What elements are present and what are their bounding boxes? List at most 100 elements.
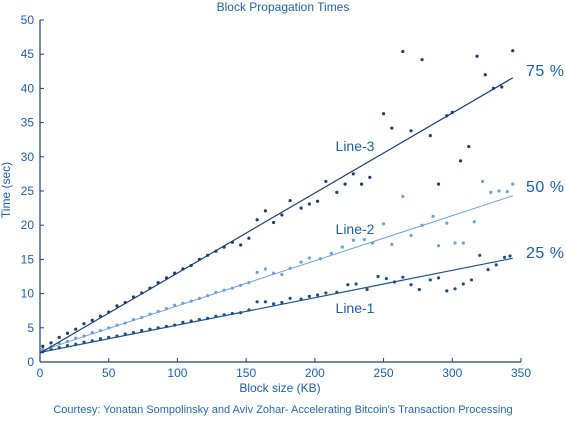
data-point bbox=[381, 222, 386, 226]
percentile-label-line-3: 75 % bbox=[526, 63, 564, 80]
data-point bbox=[74, 336, 78, 340]
y-tick-label: 40 bbox=[21, 81, 35, 95]
data-point bbox=[57, 346, 61, 350]
x-axis-title: Block size (KB) bbox=[239, 381, 320, 395]
data-point bbox=[115, 304, 119, 308]
data-point bbox=[263, 209, 267, 213]
data-point bbox=[299, 260, 303, 264]
data-point bbox=[131, 330, 136, 335]
data-point bbox=[222, 288, 226, 292]
series-layer bbox=[39, 49, 515, 354]
data-point bbox=[436, 182, 441, 186]
data-point bbox=[156, 281, 160, 285]
data-point bbox=[461, 241, 465, 245]
data-point bbox=[472, 220, 476, 224]
data-point bbox=[511, 49, 515, 53]
data-point bbox=[173, 271, 177, 275]
data-point bbox=[280, 213, 284, 217]
data-point bbox=[307, 202, 311, 206]
data-point bbox=[381, 112, 386, 116]
data-point bbox=[401, 275, 405, 279]
y-tick-label: 30 bbox=[21, 150, 35, 164]
data-point bbox=[230, 311, 234, 316]
data-point bbox=[436, 244, 441, 248]
x-tick-label: 0 bbox=[37, 366, 44, 380]
x-tick-label: 150 bbox=[236, 366, 256, 380]
data-point bbox=[140, 328, 144, 333]
data-point bbox=[346, 283, 350, 287]
data-point bbox=[107, 310, 111, 314]
data-point bbox=[164, 324, 169, 329]
data-point bbox=[351, 238, 355, 242]
data-point bbox=[335, 190, 339, 194]
data-point bbox=[288, 266, 292, 270]
data-point bbox=[90, 318, 94, 322]
data-point bbox=[436, 276, 441, 280]
data-point bbox=[189, 299, 193, 303]
line-label-line-1: Line-1 bbox=[336, 300, 375, 316]
data-point bbox=[280, 300, 284, 305]
data-point bbox=[107, 335, 111, 339]
data-point bbox=[511, 182, 515, 186]
data-point bbox=[164, 276, 169, 280]
data-point bbox=[140, 315, 144, 320]
data-point bbox=[230, 286, 234, 290]
line-label-line-3: Line-3 bbox=[336, 138, 375, 154]
data-point bbox=[409, 233, 413, 238]
x-tick-label: 200 bbox=[305, 366, 325, 380]
data-point bbox=[57, 335, 61, 339]
data-point bbox=[230, 240, 234, 244]
data-point bbox=[181, 267, 185, 271]
data-point bbox=[148, 286, 152, 290]
data-point bbox=[401, 49, 405, 54]
data-point bbox=[299, 297, 303, 301]
y-tick-label: 35 bbox=[21, 116, 35, 130]
data-point bbox=[115, 334, 119, 338]
data-point bbox=[486, 268, 490, 272]
data-point bbox=[41, 344, 45, 348]
data-point bbox=[263, 300, 267, 304]
data-point bbox=[173, 323, 177, 327]
data-point bbox=[156, 326, 160, 330]
data-point bbox=[74, 327, 78, 331]
data-point bbox=[41, 347, 45, 351]
data-point bbox=[239, 283, 243, 287]
data-point bbox=[453, 287, 457, 291]
x-ticks: 0 50 100 150 200 250 300 350 bbox=[37, 358, 531, 380]
data-point bbox=[239, 243, 243, 247]
data-point bbox=[376, 274, 380, 279]
data-point bbox=[299, 206, 303, 210]
data-point bbox=[164, 307, 169, 311]
data-point bbox=[131, 317, 136, 322]
data-point bbox=[206, 294, 210, 298]
data-point bbox=[475, 54, 479, 58]
data-point bbox=[445, 114, 449, 118]
data-point bbox=[222, 313, 226, 317]
data-point bbox=[82, 322, 86, 326]
data-point bbox=[445, 289, 449, 293]
data-point bbox=[494, 263, 498, 267]
data-point bbox=[491, 86, 496, 90]
data-point bbox=[280, 272, 284, 277]
data-point bbox=[247, 308, 251, 312]
line-label-line-2: Line-2 bbox=[336, 221, 375, 237]
data-point bbox=[409, 129, 413, 133]
x-tick-label: 300 bbox=[442, 366, 462, 380]
data-point bbox=[428, 133, 432, 138]
data-point bbox=[123, 300, 127, 305]
y-tick-label: 20 bbox=[21, 218, 35, 232]
y-ticks: 0 5 10 15 20 25 30 35 40 45 50 bbox=[21, 13, 44, 369]
data-point bbox=[359, 182, 364, 186]
y-tick-label: 5 bbox=[27, 321, 34, 335]
data-point bbox=[189, 263, 193, 268]
data-point bbox=[497, 189, 501, 193]
data-point bbox=[131, 295, 136, 299]
data-point bbox=[263, 267, 267, 271]
data-point bbox=[324, 179, 328, 184]
data-point bbox=[343, 182, 347, 186]
data-point bbox=[316, 293, 320, 297]
x-tick-label: 250 bbox=[374, 366, 394, 380]
series-line-2 bbox=[39, 179, 515, 352]
data-point bbox=[489, 190, 493, 194]
y-tick-label: 45 bbox=[21, 47, 35, 61]
